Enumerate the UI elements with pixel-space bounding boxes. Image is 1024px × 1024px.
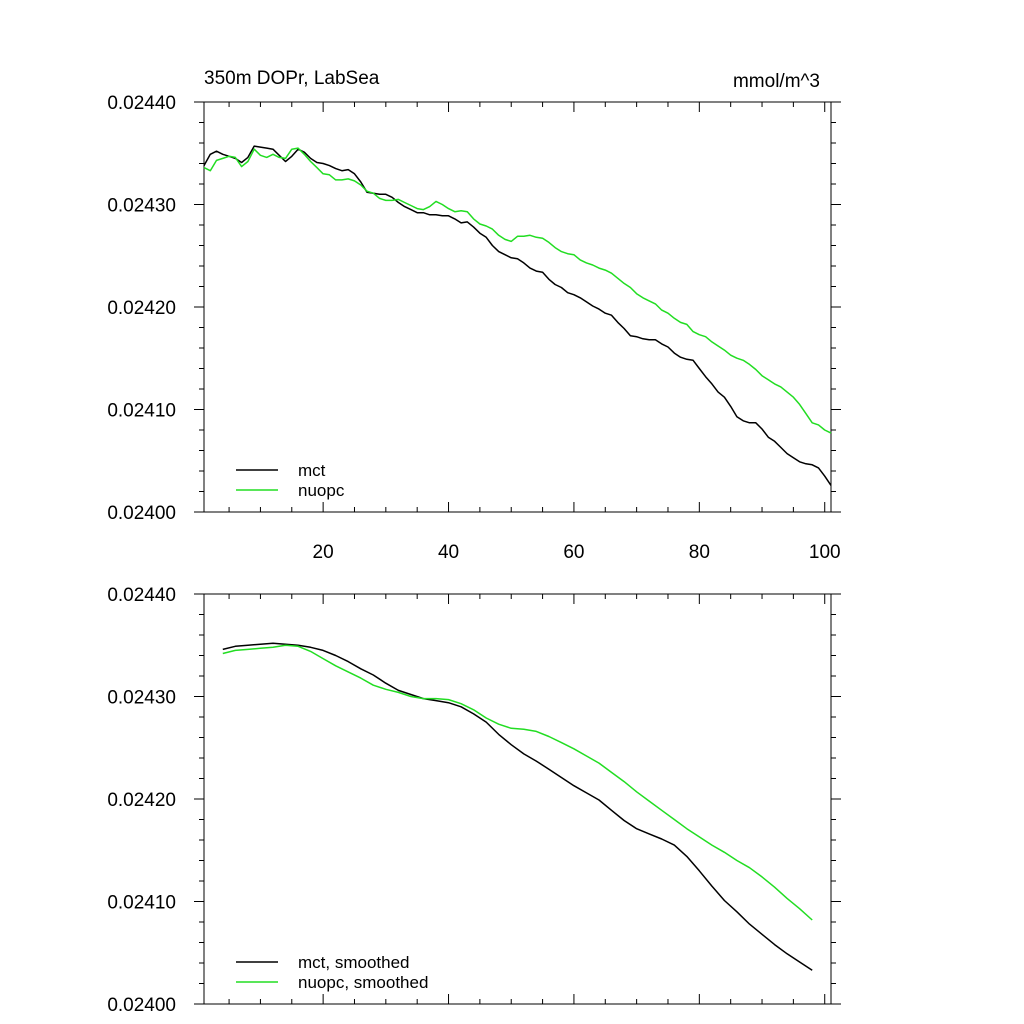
y-tick-label: 0.02430 bbox=[107, 688, 176, 709]
y-tick-label: 0.02440 bbox=[107, 93, 176, 114]
y-tick-label: 0.02420 bbox=[107, 298, 176, 319]
bottom-panel-smoothed: 0.02400 0.02410 0.02420 0.02430 0.02440 mct, … bbox=[107, 585, 841, 1016]
x-tick-label: 60 bbox=[563, 542, 584, 563]
x-tick-label: 80 bbox=[689, 542, 710, 563]
y-tick-label: 0.02440 bbox=[107, 585, 176, 606]
y-tick-label: 0.02400 bbox=[107, 995, 176, 1016]
series-line-mct bbox=[203, 145, 832, 486]
x-tick-label: 20 bbox=[313, 542, 334, 563]
legend-label: nuopc bbox=[298, 481, 345, 500]
figure-title: 350m DOPr, LabSea bbox=[204, 68, 380, 89]
x-tick-label: 100 bbox=[809, 542, 841, 563]
top-panel-raw: 0.02400 0.02410 0.02420 0.02430 0.02440 20 40 6… bbox=[107, 93, 841, 563]
y-tick-label: 0.02410 bbox=[107, 401, 176, 422]
x-tick-label: 40 bbox=[438, 542, 459, 563]
plot-frame bbox=[203, 101, 832, 513]
series-line-nuopc bbox=[203, 147, 832, 434]
y-tick-label: 0.02400 bbox=[107, 503, 176, 524]
series-line-mct-smoothed bbox=[222, 642, 813, 971]
series-line-nuopc-smoothed bbox=[222, 644, 813, 921]
y-tick-label: 0.02430 bbox=[107, 196, 176, 217]
plot-frame bbox=[203, 593, 832, 1005]
y-tick-label: 0.02410 bbox=[107, 893, 176, 914]
legend-label: nuopc, smoothed bbox=[298, 973, 428, 992]
legend-label: mct bbox=[298, 461, 326, 480]
legend-label: mct, smoothed bbox=[298, 953, 410, 972]
units-label: mmol/m^3 bbox=[733, 71, 820, 92]
y-tick-label: 0.02420 bbox=[107, 790, 176, 811]
